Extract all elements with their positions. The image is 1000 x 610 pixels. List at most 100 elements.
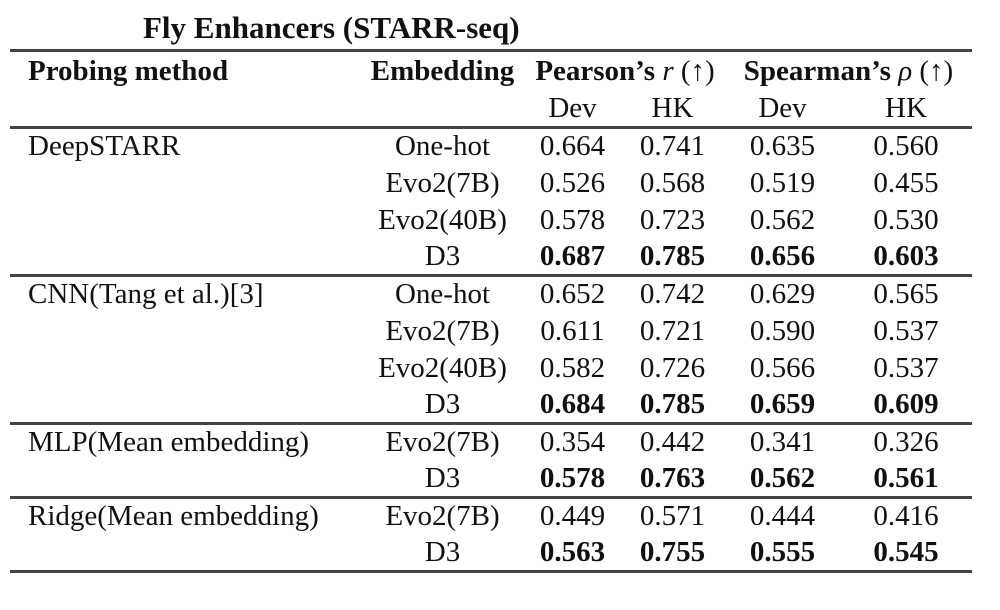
value-cell: 0.603 (873, 239, 939, 272)
header-row: Probing method Embedding Pearson’s r (↑)… (10, 51, 972, 91)
embedding-cell: Evo2(40B) (378, 351, 507, 384)
value-cell: 0.571 (639, 500, 706, 533)
spearman-rho-symbol: ρ (898, 54, 913, 87)
pearson-label: Pearson’s (535, 54, 656, 87)
value-cell: 0.723 (639, 203, 706, 236)
value-cell: 0.609 (873, 387, 939, 420)
up-arrow-suffix: (↑) (680, 54, 715, 87)
value-cell: 0.684 (539, 387, 606, 420)
value-cell: 0.656 (749, 239, 816, 272)
col-header-embedding: Embedding (370, 54, 515, 87)
table-row: MLP(Mean embedding) Evo2(7B) 0.354 0.442… (10, 424, 972, 461)
value-cell: 0.755 (639, 535, 706, 568)
subheader-pearson-dev: Dev (548, 91, 597, 124)
value-cell: 0.721 (639, 314, 706, 347)
value-cell: 0.652 (539, 278, 606, 311)
value-cell: 0.785 (639, 239, 706, 272)
probing-method-cell (10, 387, 360, 424)
value-cell: 0.565 (873, 278, 939, 311)
value-cell: 0.611 (540, 314, 605, 347)
subheader-spearman-hk: HK (885, 91, 927, 124)
probing-method-cell (10, 461, 360, 498)
table-row: Ridge(Mean embedding) Evo2(7B) 0.449 0.5… (10, 498, 972, 535)
value-cell: 0.629 (749, 278, 816, 311)
table-row: Evo2(7B) 0.611 0.721 0.590 0.537 (10, 313, 972, 350)
value-cell: 0.635 (749, 130, 816, 163)
value-cell: 0.416 (873, 500, 939, 533)
value-cell: 0.341 (749, 426, 816, 459)
value-cell: 0.568 (639, 166, 706, 199)
section-cnn: CNN(Tang et al.)[3] One-hot 0.652 0.742 … (10, 275, 972, 424)
value-cell: 0.563 (539, 535, 606, 568)
value-cell: 0.741 (639, 130, 706, 163)
value-cell: 0.566 (749, 351, 816, 384)
col-header-pearson: Pearson’s r (↑) (525, 51, 725, 91)
section-deepstarr: DeepSTARR One-hot 0.664 0.741 0.635 0.56… (10, 127, 972, 276)
probing-method-cell: Ridge(Mean embedding) (28, 500, 319, 533)
value-cell: 0.537 (873, 314, 939, 347)
value-cell: 0.560 (873, 130, 939, 163)
value-cell: 0.562 (749, 203, 816, 236)
embedding-cell: One-hot (394, 130, 491, 163)
value-cell: 0.590 (749, 314, 816, 347)
embedding-cell: D3 (424, 461, 461, 494)
embedding-cell: D3 (424, 387, 461, 420)
embedding-cell: D3 (424, 535, 461, 568)
value-cell: 0.526 (539, 166, 606, 199)
subheader-pearson-hk: HK (651, 91, 694, 124)
table-row: D3 0.578 0.763 0.562 0.561 (10, 461, 972, 498)
value-cell: 0.555 (749, 535, 816, 568)
value-cell: 0.449 (539, 500, 606, 533)
value-cell: 0.442 (639, 426, 706, 459)
embedding-cell: One-hot (394, 278, 491, 311)
pearson-r-symbol: r (662, 54, 674, 87)
value-cell: 0.530 (873, 203, 939, 236)
table-title: Fly Enhancers (STARR-seq) (143, 10, 520, 45)
subheader-spearman-dev: Dev (758, 91, 807, 124)
value-cell: 0.561 (873, 461, 939, 494)
subheader-row: Dev HK Dev HK (10, 91, 972, 128)
table-row: DeepSTARR One-hot 0.664 0.741 0.635 0.56… (10, 128, 972, 165)
value-cell: 0.519 (749, 166, 816, 199)
embedding-cell: Evo2(7B) (385, 166, 500, 199)
probing-method-cell (10, 239, 360, 276)
section-ridge: Ridge(Mean embedding) Evo2(7B) 0.449 0.5… (10, 497, 972, 572)
value-cell: 0.455 (873, 166, 939, 199)
value-cell: 0.726 (639, 351, 706, 384)
value-cell: 0.742 (639, 278, 706, 311)
probing-method-cell (10, 350, 360, 387)
table-row: CNN(Tang et al.)[3] One-hot 0.652 0.742 … (10, 276, 972, 313)
table-row: D3 0.563 0.755 0.555 0.545 (10, 535, 972, 572)
probing-method-cell (10, 165, 360, 202)
probing-method-cell (10, 313, 360, 350)
value-cell: 0.785 (639, 387, 706, 420)
value-cell: 0.578 (539, 461, 606, 494)
section-mlp: MLP(Mean embedding) Evo2(7B) 0.354 0.442… (10, 423, 972, 498)
embedding-cell: Evo2(40B) (378, 203, 507, 236)
probing-method-cell (10, 535, 360, 572)
value-cell: 0.326 (873, 426, 939, 459)
spearman-label: Spearman’s (743, 54, 891, 87)
up-arrow-suffix: (↑) (919, 54, 954, 87)
value-cell: 0.687 (539, 239, 606, 272)
empty-cell (360, 91, 525, 128)
table-row: Evo2(40B) 0.578 0.723 0.562 0.530 (10, 202, 972, 239)
col-header-probing-method: Probing method (28, 54, 229, 87)
table-header: Probing method Embedding Pearson’s r (↑)… (10, 51, 972, 128)
value-cell: 0.562 (749, 461, 816, 494)
value-cell: 0.582 (539, 351, 606, 384)
probing-method-cell: DeepSTARR (28, 130, 181, 163)
probing-method-cell: MLP(Mean embedding) (28, 426, 310, 459)
embedding-cell: D3 (424, 239, 461, 272)
embedding-cell: Evo2(7B) (385, 500, 500, 533)
value-cell: 0.354 (539, 426, 606, 459)
probing-method-cell (10, 202, 360, 239)
table-row: D3 0.684 0.785 0.659 0.609 (10, 387, 972, 424)
value-cell: 0.444 (749, 500, 816, 533)
embedding-cell: Evo2(7B) (385, 314, 500, 347)
table-row: Evo2(7B) 0.526 0.568 0.519 0.455 (10, 165, 972, 202)
value-cell: 0.664 (539, 130, 606, 163)
value-cell: 0.763 (639, 461, 706, 494)
results-table: Probing method Embedding Pearson’s r (↑)… (10, 49, 972, 573)
